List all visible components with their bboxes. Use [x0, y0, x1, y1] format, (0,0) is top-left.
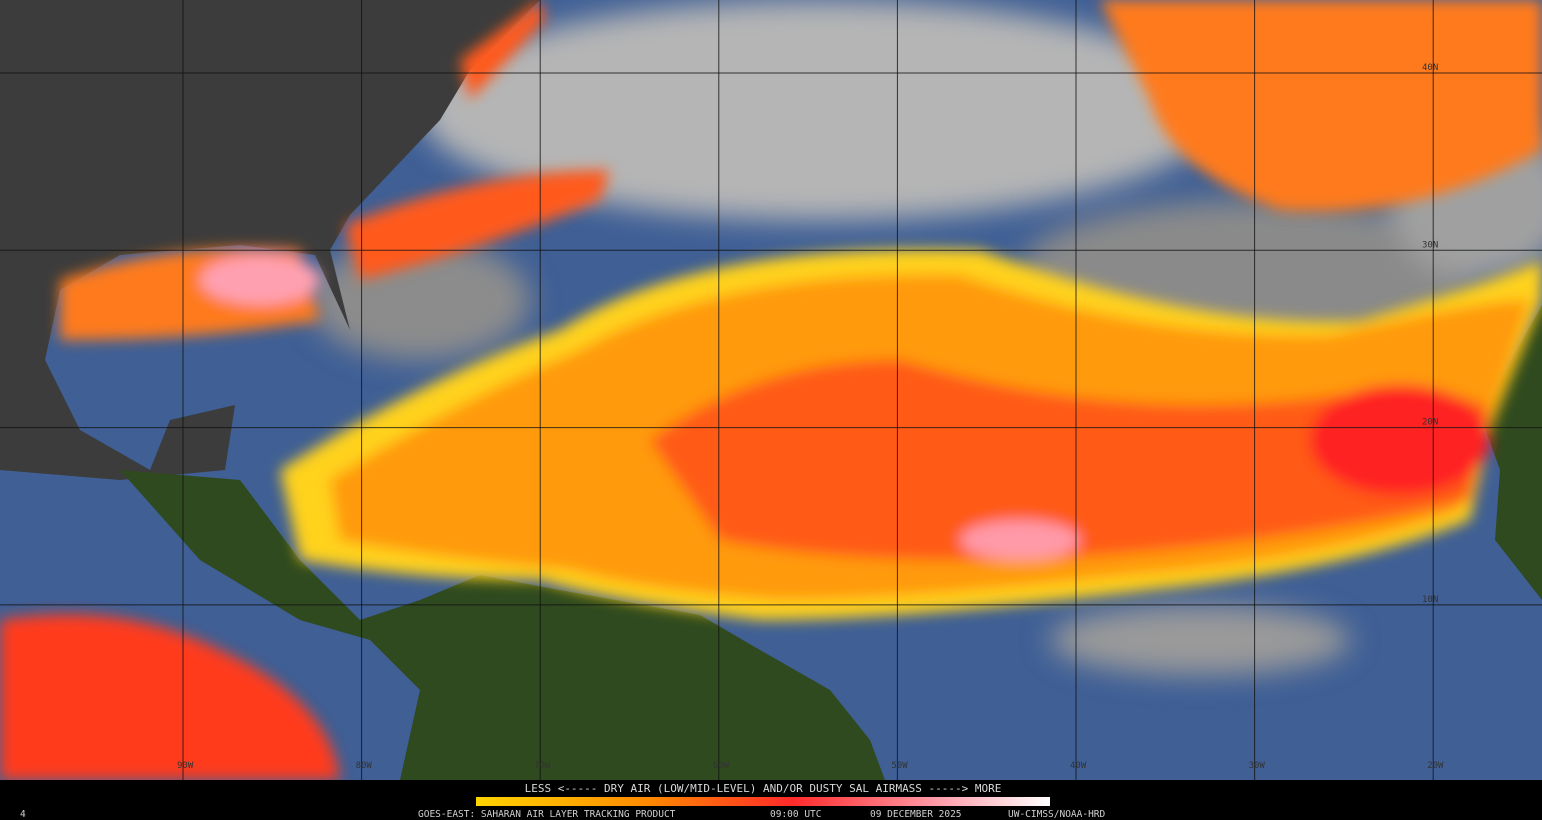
north-america [0, 0, 540, 480]
imagery: 40N 30N 20N 10N 90W 80W 70W 60W 50W 40W 30W 20W [0, 0, 1542, 780]
credit: UW-CIMSS/NOAA-HRD [1008, 809, 1106, 820]
longitude-label: 40W [1070, 761, 1087, 771]
latitude-label: 40N [1422, 63, 1438, 73]
legend-label: LESS <----- DRY AIR (LOW/MID-LEVEL) AND/… [525, 782, 1002, 795]
longitude-label: 30W [1249, 761, 1266, 771]
longitude-label: 90W [177, 761, 194, 771]
latitude-label: 10N [1422, 595, 1438, 605]
product-name: GOES-EAST: SAHARAN AIR LAYER TRACKING PR… [418, 809, 676, 820]
frame-number: 4 [20, 809, 26, 820]
longitude-label: 20W [1427, 761, 1444, 771]
latitude-label: 20N [1422, 418, 1438, 428]
longitude-label: 50W [891, 761, 908, 771]
legend-color-bar [476, 797, 1050, 806]
lat-lon-grid: 40N 30N 20N 10N 90W 80W 70W 60W 50W 40W 30W 20W [0, 0, 1542, 780]
longitude-label: 80W [356, 761, 373, 771]
longitude-label: 60W [713, 761, 730, 771]
longitude-label: 70W [534, 761, 551, 771]
africa [1482, 305, 1542, 600]
latitude-label: 30N [1422, 240, 1438, 250]
date: 09 DECEMBER 2025 [870, 809, 962, 820]
time: 09:00 UTC [770, 809, 821, 820]
central-south-america [120, 470, 885, 780]
dry-air [0, 0, 1542, 780]
